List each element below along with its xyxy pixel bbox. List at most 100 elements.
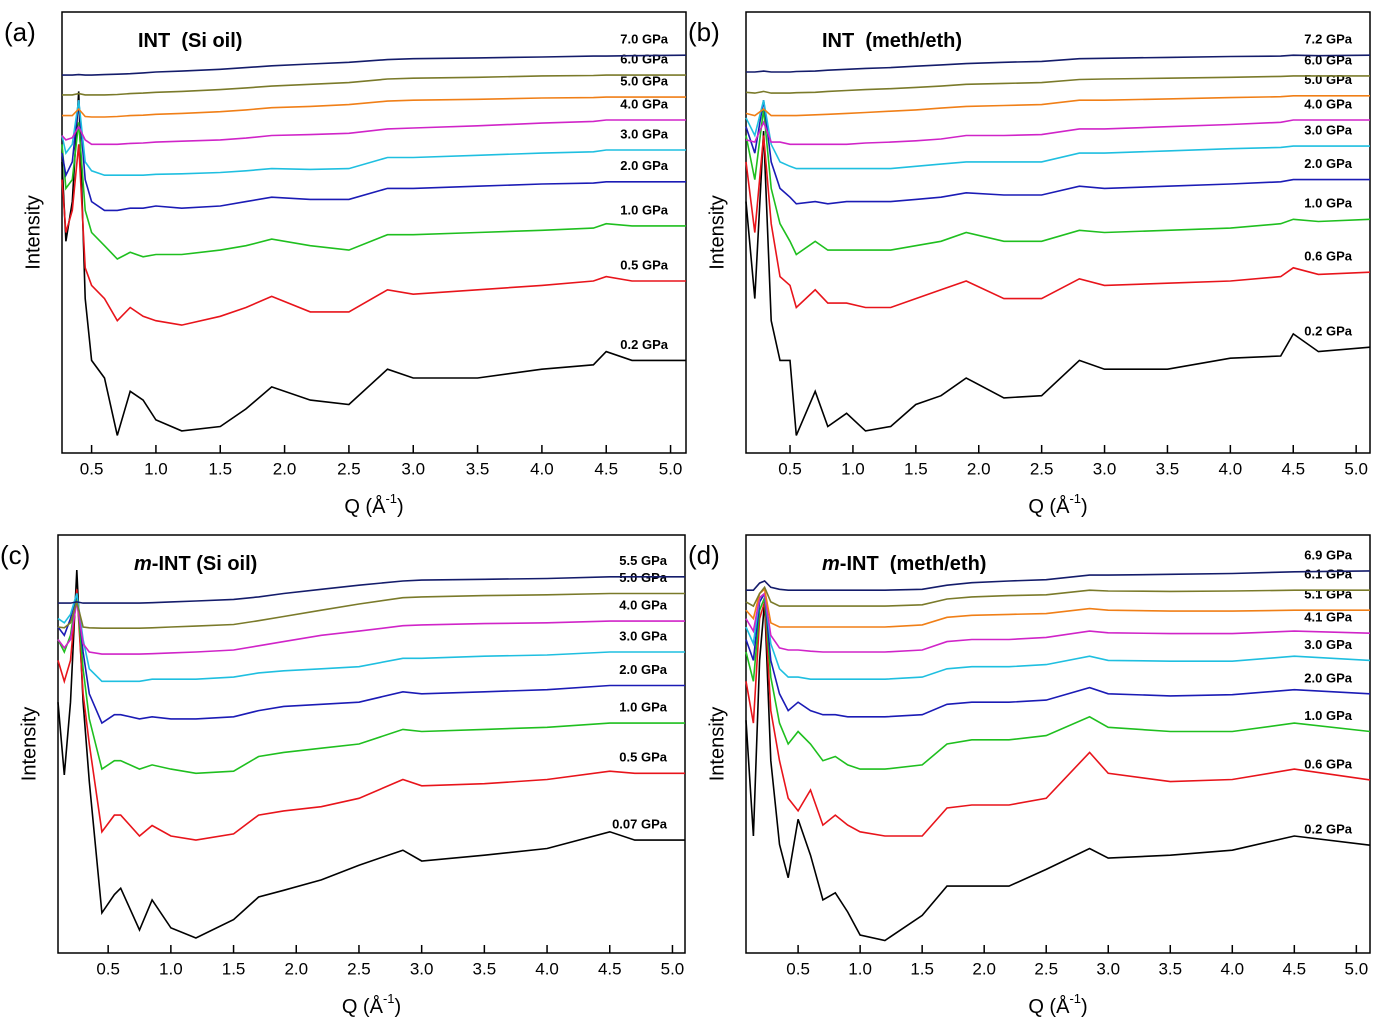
x-tick-label: 5.0 [659, 459, 683, 478]
y-axis-label: Intensity [706, 707, 728, 781]
data-line [745, 601, 1371, 837]
data-line [61, 144, 686, 326]
data-line [745, 591, 1371, 653]
x-label-part: ) [1081, 496, 1088, 518]
data-line [57, 593, 685, 683]
x-label-part: Q (Å [342, 995, 384, 1018]
y-axis-label: Intensity [706, 195, 728, 269]
data-line [57, 570, 685, 939]
series-label: 3.0 GPa [1304, 123, 1352, 138]
series-label: 7.0 GPa [620, 32, 668, 47]
series-label: 3.0 GPa [619, 628, 667, 643]
series-label: 0.07 GPa [612, 817, 668, 832]
x-label-part: Q (Å [1028, 995, 1070, 1018]
data-line [745, 591, 1371, 680]
series-label: 5.0 GPa [620, 74, 668, 89]
series-label: 6.9 GPa [1304, 547, 1352, 562]
x-tick-label: 4.5 [1283, 959, 1307, 978]
data-line [745, 100, 1370, 170]
series-label: 6.0 GPa [1304, 52, 1352, 67]
series-label: 6.1 GPa [1304, 567, 1352, 582]
panel-label: (a) [4, 17, 36, 47]
series-label: 0.6 GPa [1304, 249, 1352, 264]
series-label: 5.1 GPa [1304, 587, 1352, 602]
data-line [57, 592, 685, 629]
panel-title: m-INT (meth/eth) [822, 553, 986, 575]
x-tick-label: 1.5 [222, 959, 246, 978]
series-label: 4.0 GPa [619, 598, 667, 613]
panel-title: m-INT (Si oil) [134, 553, 257, 575]
x-axis-label: Q (Å-1) [1028, 491, 1087, 518]
data-line [58, 576, 685, 604]
x-axis-label: Q (Å-1) [342, 991, 401, 1018]
data-line [745, 100, 1370, 205]
x-tick-label: 3.0 [1093, 459, 1117, 478]
data-line [61, 119, 686, 146]
x-label-part: Q (Å [344, 495, 386, 518]
x-label-part: -1 [1069, 991, 1081, 1006]
series-label: 0.5 GPa [620, 257, 668, 272]
plot-frame [61, 11, 687, 454]
panel: 0.2 GPa 0.5 GPa 1.0 GPa 2.0 GPa 3.0 GPa 4.0 G… [4, 11, 687, 518]
series-label: 6.0 GPa [620, 52, 668, 67]
x-label-part: -1 [1069, 491, 1081, 506]
data-line [745, 597, 1371, 770]
x-tick-label: 1.0 [144, 459, 168, 478]
x-tick-label: 4.0 [1219, 459, 1243, 478]
series-label: 4.0 GPa [1304, 96, 1352, 111]
plot-frame [57, 534, 686, 954]
x-axis-label: Q (Å-1) [1028, 991, 1087, 1018]
x-tick-label: 2.0 [273, 459, 297, 478]
x-tick-label: 0.5 [778, 459, 802, 478]
panel-title: INT (Si oil) [138, 30, 242, 52]
data-line [746, 570, 1371, 591]
x-tick-label: 1.0 [841, 459, 865, 478]
data-line [57, 593, 685, 725]
series-label: 0.6 GPa [1304, 756, 1352, 771]
series-label: 4.0 GPa [620, 96, 668, 111]
x-tick-label: 4.5 [594, 459, 618, 478]
plot-frame [745, 534, 1371, 954]
panel: 0.2 GPa 0.6 GPa 1.0 GPa 2.0 GPa 3.0 GPa 4.0 G… [688, 11, 1371, 518]
panel-label: (d) [688, 540, 720, 570]
series-label: 3.0 GPa [620, 126, 668, 141]
x-tick-label: 2.5 [1030, 459, 1054, 478]
series-label: 2.0 GPa [1304, 156, 1352, 171]
series-label: 0.2 GPa [1304, 324, 1352, 339]
x-tick-label: 1.5 [904, 459, 928, 478]
data-line [745, 587, 1370, 628]
x-label-part: ) [397, 496, 404, 518]
data-line [57, 593, 685, 775]
title-part: -INT (Si oil) [152, 553, 258, 575]
title-part: m [134, 553, 152, 575]
x-tick-label: 4.5 [1281, 459, 1305, 478]
x-tick-label: 5.0 [1345, 959, 1369, 978]
title-part: INT (Si oil) [138, 30, 242, 52]
x-tick-label: 2.5 [337, 459, 361, 478]
x-tick-label: 3.5 [466, 459, 490, 478]
series-label: 1.0 GPa [620, 202, 668, 217]
data-line [62, 54, 687, 76]
data-line [745, 131, 1371, 436]
x-tick-label: 1.0 [848, 959, 872, 978]
data-line [745, 585, 1370, 608]
x-tick-label: 3.0 [410, 959, 434, 978]
series-label: 2.0 GPa [1304, 670, 1352, 685]
x-tick-label: 2.0 [284, 959, 308, 978]
series-label: 3.0 GPa [1304, 637, 1352, 652]
panel-title: INT (meth/eth) [822, 30, 962, 52]
x-label-part: ) [1081, 996, 1088, 1018]
series-label: 1.0 GPa [1304, 196, 1352, 211]
panel: 0.2 GPa 0.6 GPa 1.0 GPa 2.0 GPa 3.0 GPa 4.1 G… [688, 534, 1371, 1018]
x-label-part: -1 [385, 491, 397, 506]
panel-label: (c) [0, 540, 30, 570]
series-label: 7.2 GPa [1304, 32, 1352, 47]
x-tick-label: 4.0 [530, 459, 554, 478]
x-tick-label: 0.5 [786, 959, 810, 978]
data-line [61, 100, 686, 212]
y-axis-label: Intensity [18, 707, 40, 781]
series-label: 2.0 GPa [619, 662, 667, 677]
x-axis-label: Q (Å-1) [344, 491, 403, 518]
